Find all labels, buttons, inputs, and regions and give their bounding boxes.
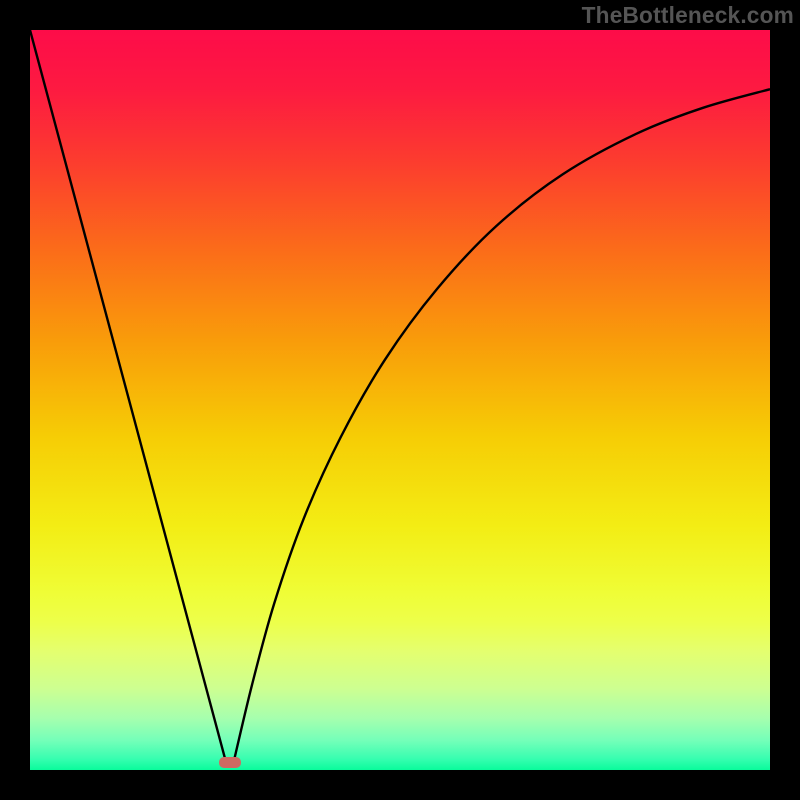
trough-marker — [219, 757, 241, 768]
chart-container: TheBottleneck.com — [0, 0, 800, 800]
curve-right-branch — [234, 89, 771, 762]
curve-left-branch — [30, 30, 226, 763]
watermark-text: TheBottleneck.com — [582, 2, 794, 29]
curve-layer — [30, 30, 770, 770]
plot-area — [30, 30, 770, 770]
